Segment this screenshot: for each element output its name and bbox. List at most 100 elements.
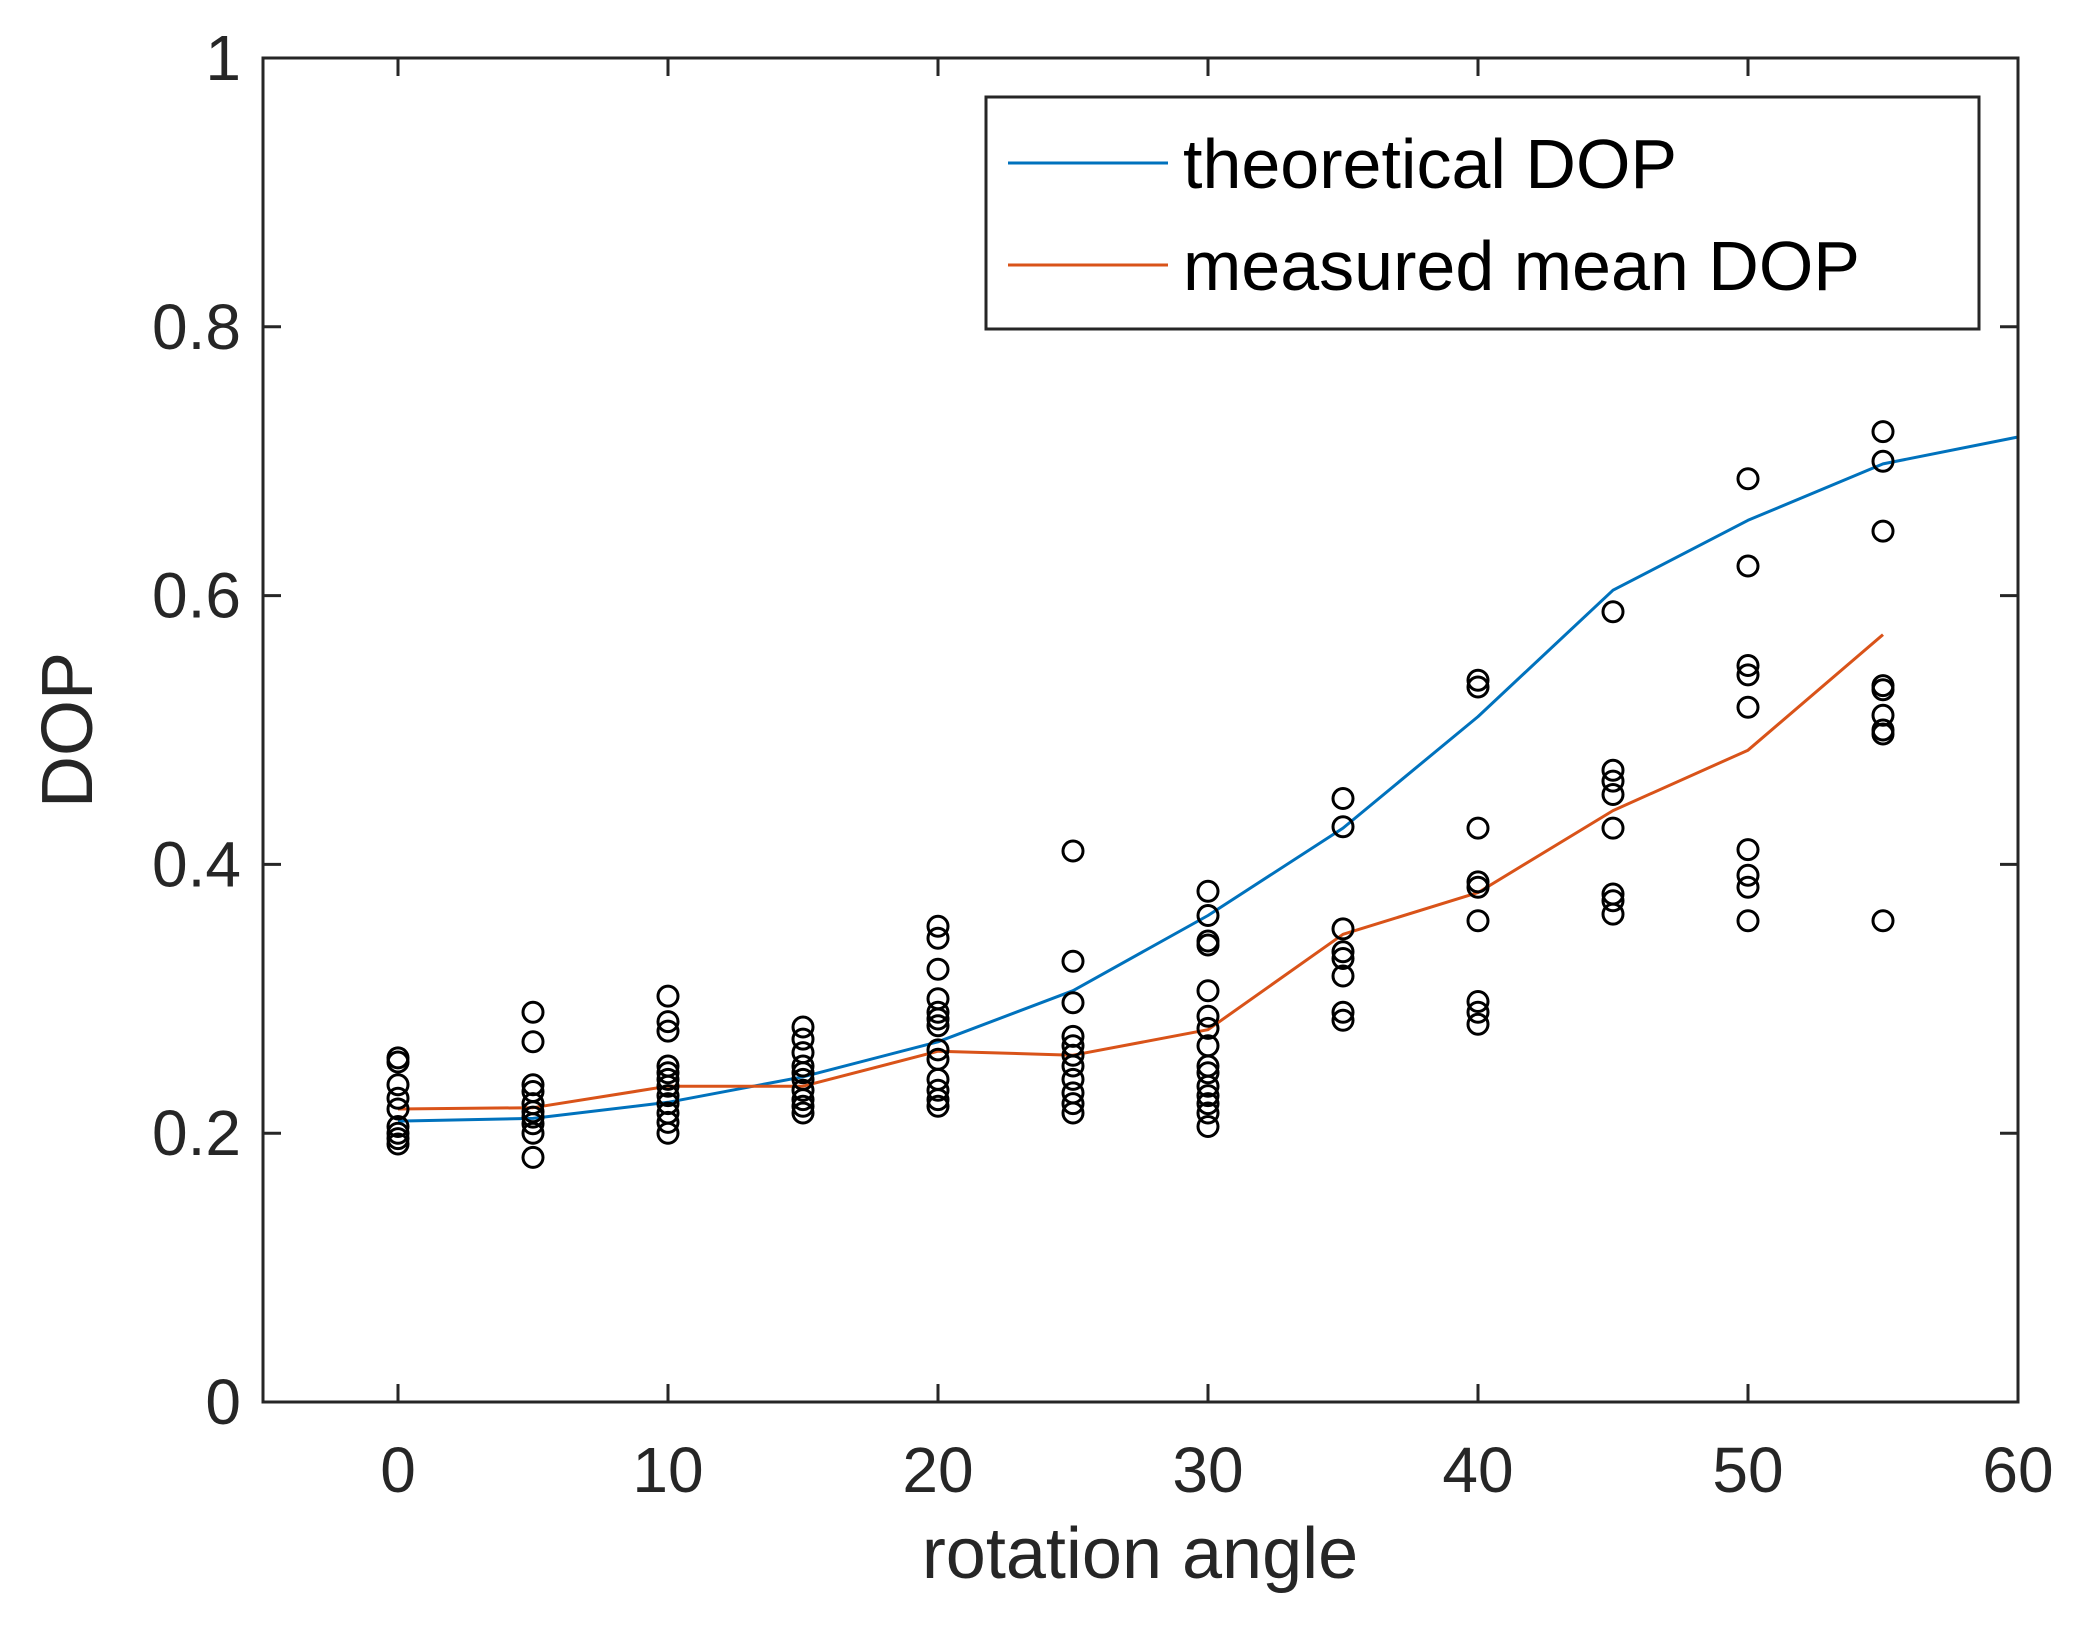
plot-frame <box>261 56 2020 1404</box>
scatter-point <box>1196 979 1220 1003</box>
scatter-point <box>1871 519 1895 543</box>
scatter-point <box>1196 1016 1220 1040</box>
legend-label-theoretical: theoretical DOP <box>1183 125 1677 203</box>
x-tick-label: 60 <box>1982 1434 2053 1506</box>
scatter-point <box>1871 678 1895 702</box>
x-tick-label: 20 <box>902 1434 973 1506</box>
scatter-point <box>1061 949 1085 973</box>
scatter-point <box>1601 769 1625 793</box>
scatter-point <box>656 1121 680 1145</box>
scatter-point <box>1466 668 1490 692</box>
x-axis-label: rotation angle <box>922 1514 1358 1594</box>
scatter-point <box>1331 940 1355 964</box>
scatter-point <box>1331 787 1355 810</box>
scatter-point <box>926 914 950 938</box>
x-tick-label: 30 <box>1172 1434 1243 1506</box>
scatter-point <box>1736 554 1760 578</box>
scatter-point <box>926 1038 950 1062</box>
scatter-point <box>521 1030 545 1054</box>
scatter-point <box>1736 875 1760 899</box>
scatter-point <box>791 1054 815 1078</box>
scatter-point <box>656 1074 680 1098</box>
scatter-point <box>1061 1043 1085 1067</box>
scatter-point <box>1196 1101 1220 1125</box>
scatter-point <box>656 1010 680 1034</box>
y-axis-label: DOP <box>28 652 108 808</box>
scatter-point <box>1601 816 1625 840</box>
x-tick-label: 40 <box>1442 1434 1513 1506</box>
scatter-point <box>1601 783 1625 806</box>
y-tick-label: 0.6 <box>152 560 241 632</box>
scatter-point <box>926 1000 950 1024</box>
series-line-measured <box>397 633 1884 1111</box>
x-tick-label: 10 <box>632 1434 703 1506</box>
scatter-point <box>791 1078 815 1102</box>
marker-layer <box>386 420 1895 1169</box>
scatter-point <box>386 1132 410 1156</box>
scatter-point <box>1196 933 1220 957</box>
scatter-point <box>1736 695 1760 719</box>
scatter-point <box>1061 839 1085 863</box>
scatter-point <box>926 1014 950 1038</box>
scatter-point <box>1196 904 1220 927</box>
scatter-point <box>1196 1061 1220 1085</box>
scatter-point <box>926 1094 950 1118</box>
scatter-point <box>926 957 950 981</box>
scatter-point <box>1466 1000 1490 1024</box>
scatter-point <box>656 1110 680 1134</box>
scatter-point <box>1196 1115 1220 1138</box>
scatter-point <box>1331 964 1355 988</box>
scatter-point <box>1196 1004 1220 1028</box>
scatter-point <box>1061 1092 1085 1116</box>
scatter-point <box>1466 909 1490 933</box>
scatter-point <box>1061 991 1085 1015</box>
scatter-point <box>1736 909 1760 933</box>
scatter-point <box>926 926 950 950</box>
y-tick-label: 0.8 <box>152 291 241 363</box>
scatter-point <box>521 1145 545 1169</box>
legend-label-measured: measured mean DOP <box>1183 227 1860 305</box>
scatter-point <box>386 1050 410 1074</box>
scatter-point <box>1736 863 1760 887</box>
scatter-point <box>791 1015 815 1039</box>
scatter-point <box>926 1088 950 1112</box>
x-tick-label: 0 <box>380 1434 416 1506</box>
scatter-point <box>926 1078 950 1102</box>
scatter-point <box>1331 1008 1355 1032</box>
scatter-point <box>1061 1101 1085 1125</box>
scatter-point <box>791 1094 815 1118</box>
scatter-point <box>791 1088 815 1112</box>
scatter-point <box>1196 1074 1220 1098</box>
scatter-point <box>656 1061 680 1085</box>
scatter-point <box>1466 875 1490 899</box>
scatter-point <box>1466 1012 1490 1036</box>
scatter-point <box>1601 600 1625 624</box>
scatter-point <box>1871 909 1895 933</box>
scatter-point <box>1871 420 1895 444</box>
scatter-point <box>386 1115 410 1138</box>
x-tick-label: 50 <box>1712 1434 1783 1506</box>
scatter-point <box>656 1067 680 1091</box>
scatter-point <box>1601 902 1625 926</box>
y-tick-label: 0.4 <box>152 828 241 900</box>
scatter-point <box>656 1084 680 1108</box>
y-tick-label: 0.2 <box>152 1097 241 1169</box>
scatter-point <box>1196 1092 1220 1116</box>
scatter-point <box>1736 654 1760 677</box>
scatter-point <box>1196 1084 1220 1108</box>
scatter-point <box>1331 917 1355 941</box>
scatter-point <box>521 1105 545 1129</box>
scatter-point <box>1061 1067 1085 1091</box>
scatter-point <box>1736 838 1760 862</box>
legend-box <box>984 95 1981 331</box>
scatter-point <box>521 1112 545 1136</box>
scatter-point <box>1331 815 1355 839</box>
legend: theoretical DOP measured mean DOP <box>984 95 1981 331</box>
y-tick-label: 0 <box>205 1366 241 1438</box>
scatter-point <box>1736 467 1760 491</box>
y-tick-label: 1 <box>205 22 241 94</box>
scatter-point <box>656 984 680 1008</box>
scatter-point <box>521 1000 545 1024</box>
scatter-point <box>386 1086 410 1110</box>
